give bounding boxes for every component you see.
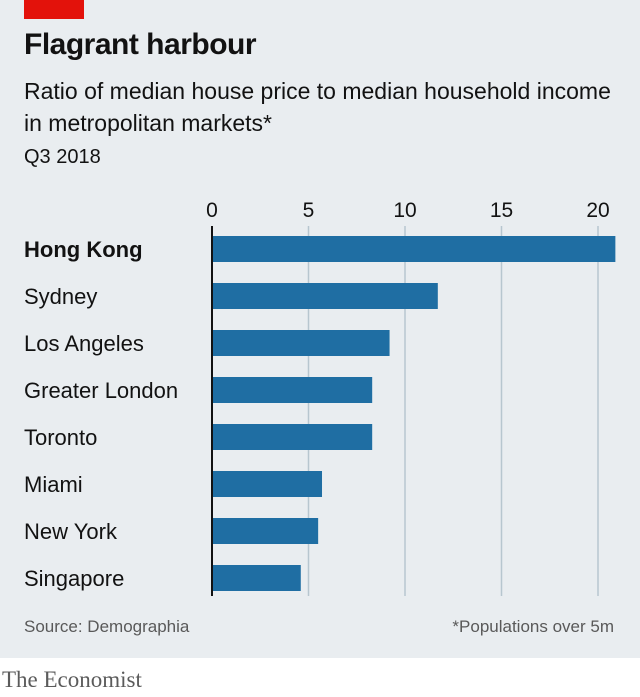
brand-logo: The Economist bbox=[2, 667, 142, 692]
source-note: Source: Demographia bbox=[24, 617, 190, 636]
chart-subtitle: Ratio of median house price to median ho… bbox=[24, 78, 611, 136]
bar-sydney bbox=[212, 283, 438, 309]
bar-singapore bbox=[212, 565, 301, 591]
category-label-new-york: New York bbox=[24, 519, 118, 544]
chart-period: Q3 2018 bbox=[24, 146, 101, 168]
tick-label-10: 10 bbox=[393, 199, 416, 222]
bar-los-angeles bbox=[212, 330, 390, 356]
category-label-los-angeles: Los Angeles bbox=[24, 331, 144, 356]
chart-title: Flagrant harbour bbox=[24, 28, 257, 61]
chart-card bbox=[0, 0, 640, 658]
bar-greater-london bbox=[212, 377, 373, 403]
bar-chart: 0 5 10 15 20 Hong Kong Sydney Los Angeles Greate… bbox=[24, 199, 616, 596]
tick-label-0: 0 bbox=[206, 199, 218, 222]
category-label-toronto: Toronto bbox=[24, 425, 97, 450]
category-label-sydney: Sydney bbox=[24, 284, 97, 309]
category-label-miami: Miami bbox=[24, 472, 83, 497]
bar-new-york bbox=[212, 518, 319, 544]
footnote: *Populations over 5m bbox=[452, 617, 614, 636]
bar-hong-kong bbox=[212, 236, 616, 262]
tick-label-20: 20 bbox=[586, 199, 609, 222]
brand-tag bbox=[24, 0, 84, 19]
bar-miami bbox=[212, 471, 323, 497]
category-label-hong-kong: Hong Kong bbox=[24, 237, 143, 262]
category-label-greater-london: Greater London bbox=[24, 378, 178, 403]
category-label-singapore: Singapore bbox=[24, 566, 124, 591]
tick-label-15: 15 bbox=[490, 199, 513, 222]
tick-label-5: 5 bbox=[303, 199, 315, 222]
bar-toronto bbox=[212, 424, 373, 450]
